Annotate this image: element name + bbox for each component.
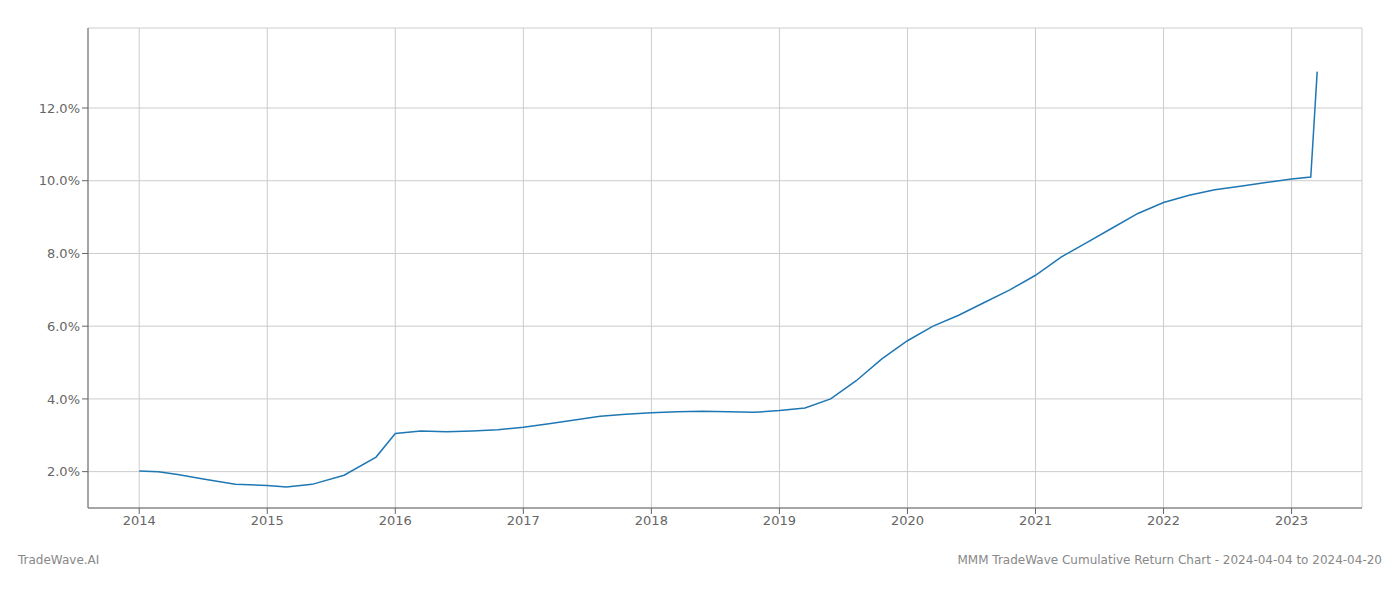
svg-text:2020: 2020	[891, 513, 924, 528]
svg-text:2018: 2018	[635, 513, 668, 528]
svg-text:2.0%: 2.0%	[47, 464, 80, 479]
svg-text:2021: 2021	[1019, 513, 1052, 528]
svg-text:2022: 2022	[1147, 513, 1180, 528]
svg-text:2015: 2015	[251, 513, 284, 528]
svg-text:6.0%: 6.0%	[47, 319, 80, 334]
html-text:TradeWave.AI: TradeWave.AI	[18, 553, 100, 567]
svg-text:2016: 2016	[379, 513, 412, 528]
svg-text:4.0%: 4.0%	[47, 392, 80, 407]
svg-text:2014: 2014	[123, 513, 156, 528]
svg-text:10.0%: 10.0%	[39, 173, 80, 188]
svg-text:8.0%: 8.0%	[47, 246, 80, 261]
svg-text:12.0%: 12.0%	[39, 101, 80, 116]
svg-text:2023: 2023	[1275, 513, 1308, 528]
svg-text:2019: 2019	[763, 513, 796, 528]
svg-text:2017: 2017	[507, 513, 540, 528]
html-text:MMM TradeWave Cumulative Retur: MMM TradeWave Cumulative Return Chart - …	[957, 553, 1382, 567]
